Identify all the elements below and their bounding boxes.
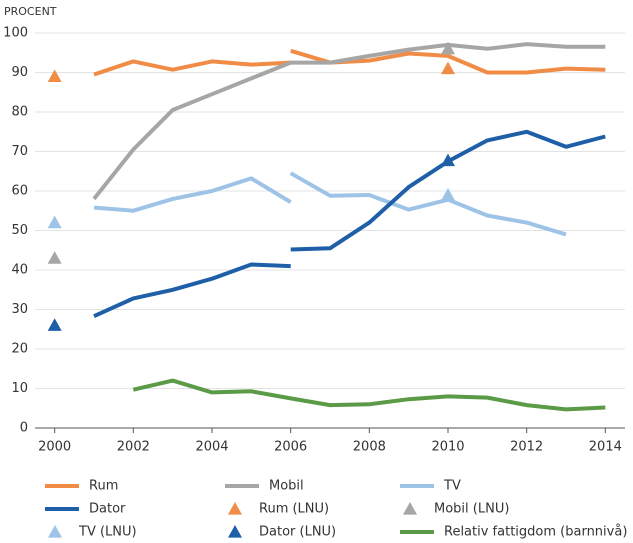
series-line	[93, 171, 567, 237]
legend-swatch	[403, 502, 417, 515]
x-tick-label: 2012	[510, 440, 543, 455]
triangle-marker	[441, 61, 455, 75]
legend-label: Mobil	[269, 479, 304, 494]
y-axis-label: PROCENT	[4, 5, 57, 18]
y-tick-label: 100	[3, 26, 28, 41]
legend-swatch	[228, 502, 242, 515]
x-tick-label: 2008	[353, 440, 386, 455]
y-tick-label: 0	[20, 421, 28, 436]
legend-label: Rum (LNU)	[259, 502, 329, 517]
series-line	[132, 378, 606, 412]
triangle-marker	[47, 318, 62, 331]
triangle-marker	[47, 251, 62, 264]
y-tick-label: 40	[11, 263, 28, 278]
legend-label: Rum	[89, 479, 118, 494]
y-tick-label: 10	[11, 381, 28, 396]
x-tick-label: 2000	[38, 440, 71, 455]
triangle-marker	[441, 41, 455, 55]
triangle-marker	[47, 69, 62, 83]
y-tick-label: 70	[11, 144, 28, 159]
series-line	[92, 42, 606, 201]
y-tick-label: 60	[11, 184, 28, 199]
x-tick-label: 2004	[195, 440, 228, 455]
x-tick-label: 2002	[117, 440, 150, 455]
legend-label: Relativ fattigdom (barnnivå)	[444, 525, 627, 540]
y-tick-label: 50	[11, 223, 28, 238]
y-tick-label: 20	[11, 342, 28, 357]
legend-swatch	[228, 525, 242, 538]
series-line	[93, 48, 606, 77]
y-tick-label: 30	[11, 302, 28, 317]
triangle-marker	[47, 215, 62, 229]
triangle-marker	[441, 187, 455, 201]
x-tick-label: 2014	[589, 440, 622, 455]
legend-label: Mobil (LNU)	[434, 502, 509, 517]
legend-label: TV	[443, 479, 461, 494]
legend-label: TV (LNU)	[78, 525, 137, 540]
x-tick-label: 2006	[274, 440, 307, 455]
legend-swatch	[48, 525, 62, 538]
x-tick-label: 2010	[431, 440, 464, 455]
legend-label: Dator	[89, 502, 126, 517]
triangle-marker	[441, 153, 455, 167]
legend-label: Dator (LNU)	[259, 525, 336, 540]
y-tick-label: 90	[11, 65, 28, 80]
y-tick-label: 80	[11, 105, 28, 120]
